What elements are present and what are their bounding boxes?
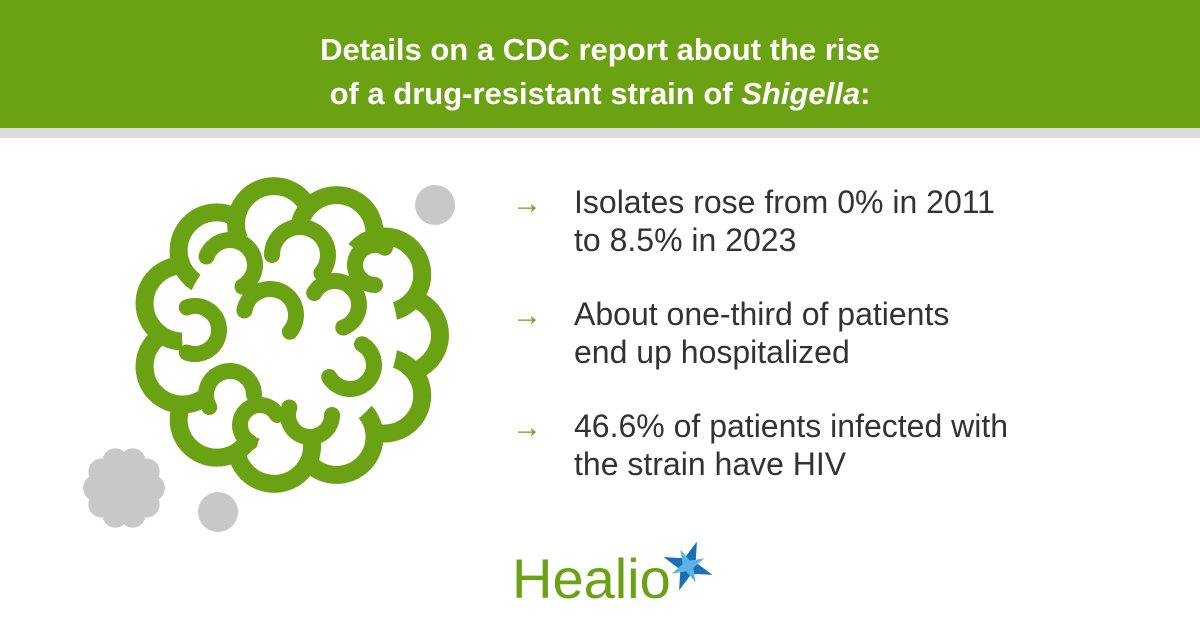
curl [198, 232, 263, 295]
item-line: end up hospitalized [574, 334, 850, 370]
arrow: → [512, 187, 542, 220]
item-line: to 8.5% in 2023 [574, 222, 796, 258]
gray-cell [83, 448, 165, 528]
arrow: → [512, 411, 542, 444]
dot [415, 185, 455, 225]
curl [321, 336, 382, 397]
title-italic: Shigella [741, 76, 860, 111]
item-line: About one-third of patients [574, 296, 949, 332]
item-line: the strain have HIV [574, 446, 847, 482]
header-strip [0, 128, 1200, 138]
curl [264, 219, 336, 281]
title-line: Details on a CDC report about the rise [320, 32, 880, 67]
curl [178, 298, 227, 362]
header-band [0, 0, 1200, 128]
logo-star [663, 541, 713, 591]
cloud-core [94, 458, 154, 518]
curl [306, 273, 367, 336]
title-part: : [860, 76, 870, 111]
bacterium-icon [135, 177, 449, 493]
title-part: of a drug-resistant strain of [330, 76, 742, 111]
curl [347, 237, 393, 293]
item-line: Isolates rose from 0% in 2011 [574, 184, 995, 220]
curl [236, 281, 304, 340]
curl [232, 397, 286, 451]
curl [280, 399, 340, 445]
logo-text: Healio [512, 547, 671, 610]
dot [198, 492, 238, 532]
arrow: → [512, 299, 542, 332]
curl [198, 363, 262, 415]
item-line: 46.6% of patients infected with [574, 408, 1008, 444]
title-line: of a drug-resistant strain of Shigella: [330, 76, 871, 111]
